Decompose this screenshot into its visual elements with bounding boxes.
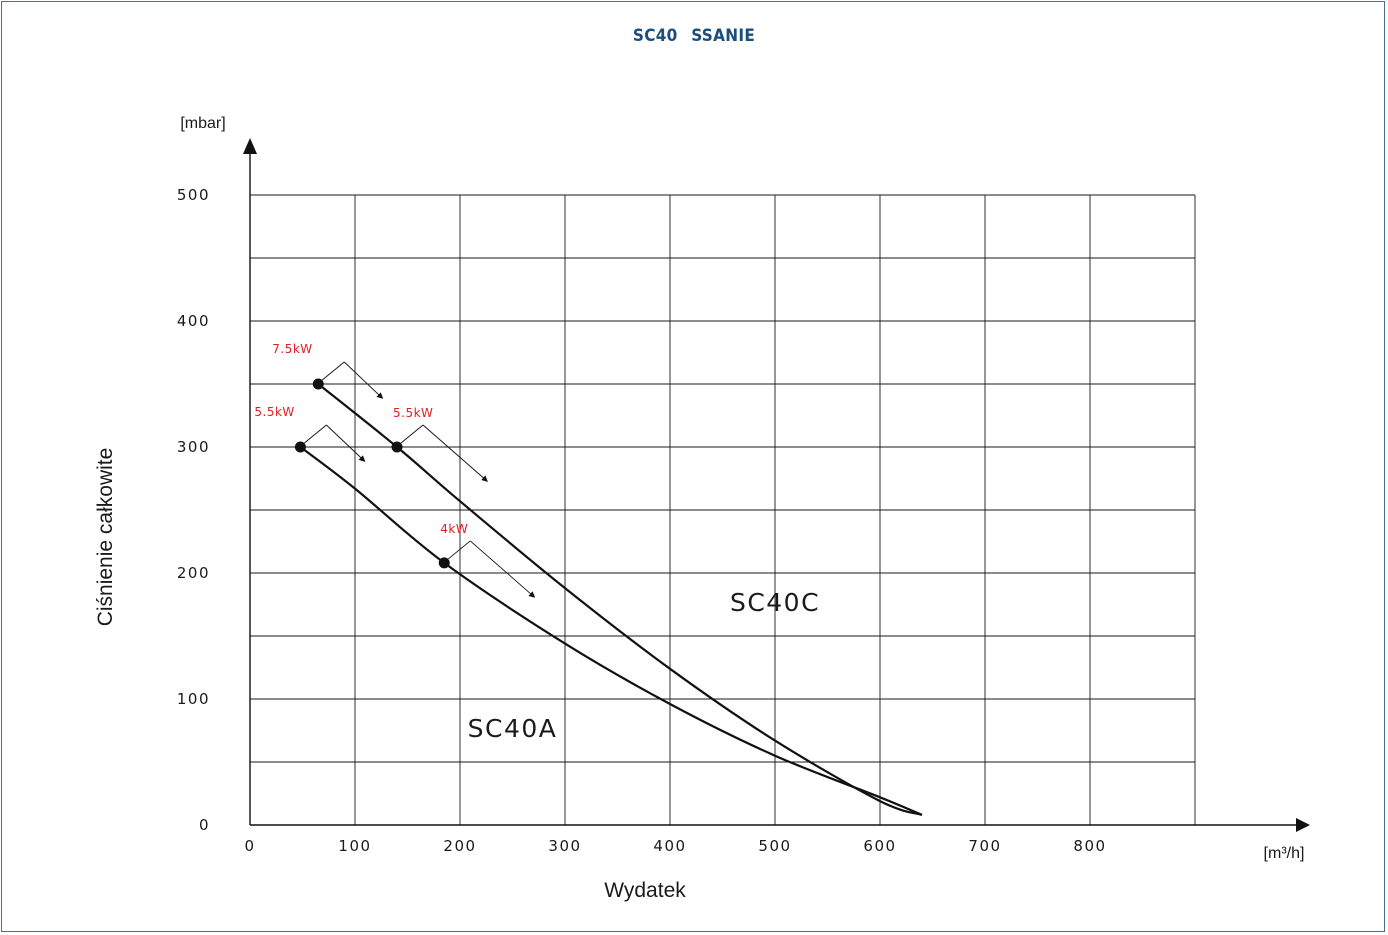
y-axis-title: Ciśnienie całkowite	[94, 448, 117, 627]
chart-title: SC40 SSANIE	[632, 26, 756, 46]
y-tick-label: 200	[177, 564, 210, 582]
indicator-leader	[304, 424, 327, 444]
power-rating-label: 5.5kW	[254, 405, 294, 419]
x-tick-label: 0	[244, 837, 255, 855]
x-tick-label: 100	[338, 837, 371, 855]
y-tick-label: 100	[177, 690, 210, 708]
series-line-sc40c	[317, 383, 923, 816]
x-tick-label: 200	[443, 837, 476, 855]
indicator-leader	[400, 424, 424, 444]
x-tick-label: 600	[863, 837, 896, 855]
x-axis-title: Wydatek	[604, 879, 686, 902]
indicator-arrow	[469, 540, 536, 598]
power-point-marker	[312, 378, 324, 390]
indicator-leader	[447, 540, 471, 560]
x-axis-arrow	[1296, 818, 1310, 832]
series-label-sc40a: SC40A	[468, 714, 558, 743]
x-tick-label: 300	[548, 837, 581, 855]
y-axis-arrow	[243, 138, 257, 154]
x-tick-label: 500	[758, 837, 791, 855]
power-point-marker	[294, 441, 306, 453]
indicator-arrow	[422, 424, 488, 482]
indicator-leader	[321, 361, 345, 381]
x-tick-label: 400	[653, 837, 686, 855]
y-tick-label: 500	[177, 186, 210, 204]
series-label-sc40c: SC40C	[730, 588, 820, 617]
power-point-marker	[391, 441, 403, 453]
power-point-marker	[438, 557, 450, 569]
power-rating-label: 7.5kW	[272, 342, 312, 356]
x-tick-label: 700	[968, 837, 1001, 855]
y-tick-label: 400	[177, 312, 210, 330]
indicator-arrow	[343, 361, 384, 399]
indicator-arrow	[326, 424, 366, 462]
power-rating-label: 5.5kW	[393, 406, 433, 420]
x-tick-label: 800	[1073, 837, 1106, 855]
y-axis-unit: [mbar]	[180, 115, 225, 132]
series-line-sc40a	[299, 446, 923, 816]
x-axis-unit: [m³/h]	[1264, 845, 1305, 862]
power-rating-label: 4kW	[440, 522, 468, 536]
y-tick-label: 0	[199, 816, 210, 834]
y-tick-label: 300	[177, 438, 210, 456]
